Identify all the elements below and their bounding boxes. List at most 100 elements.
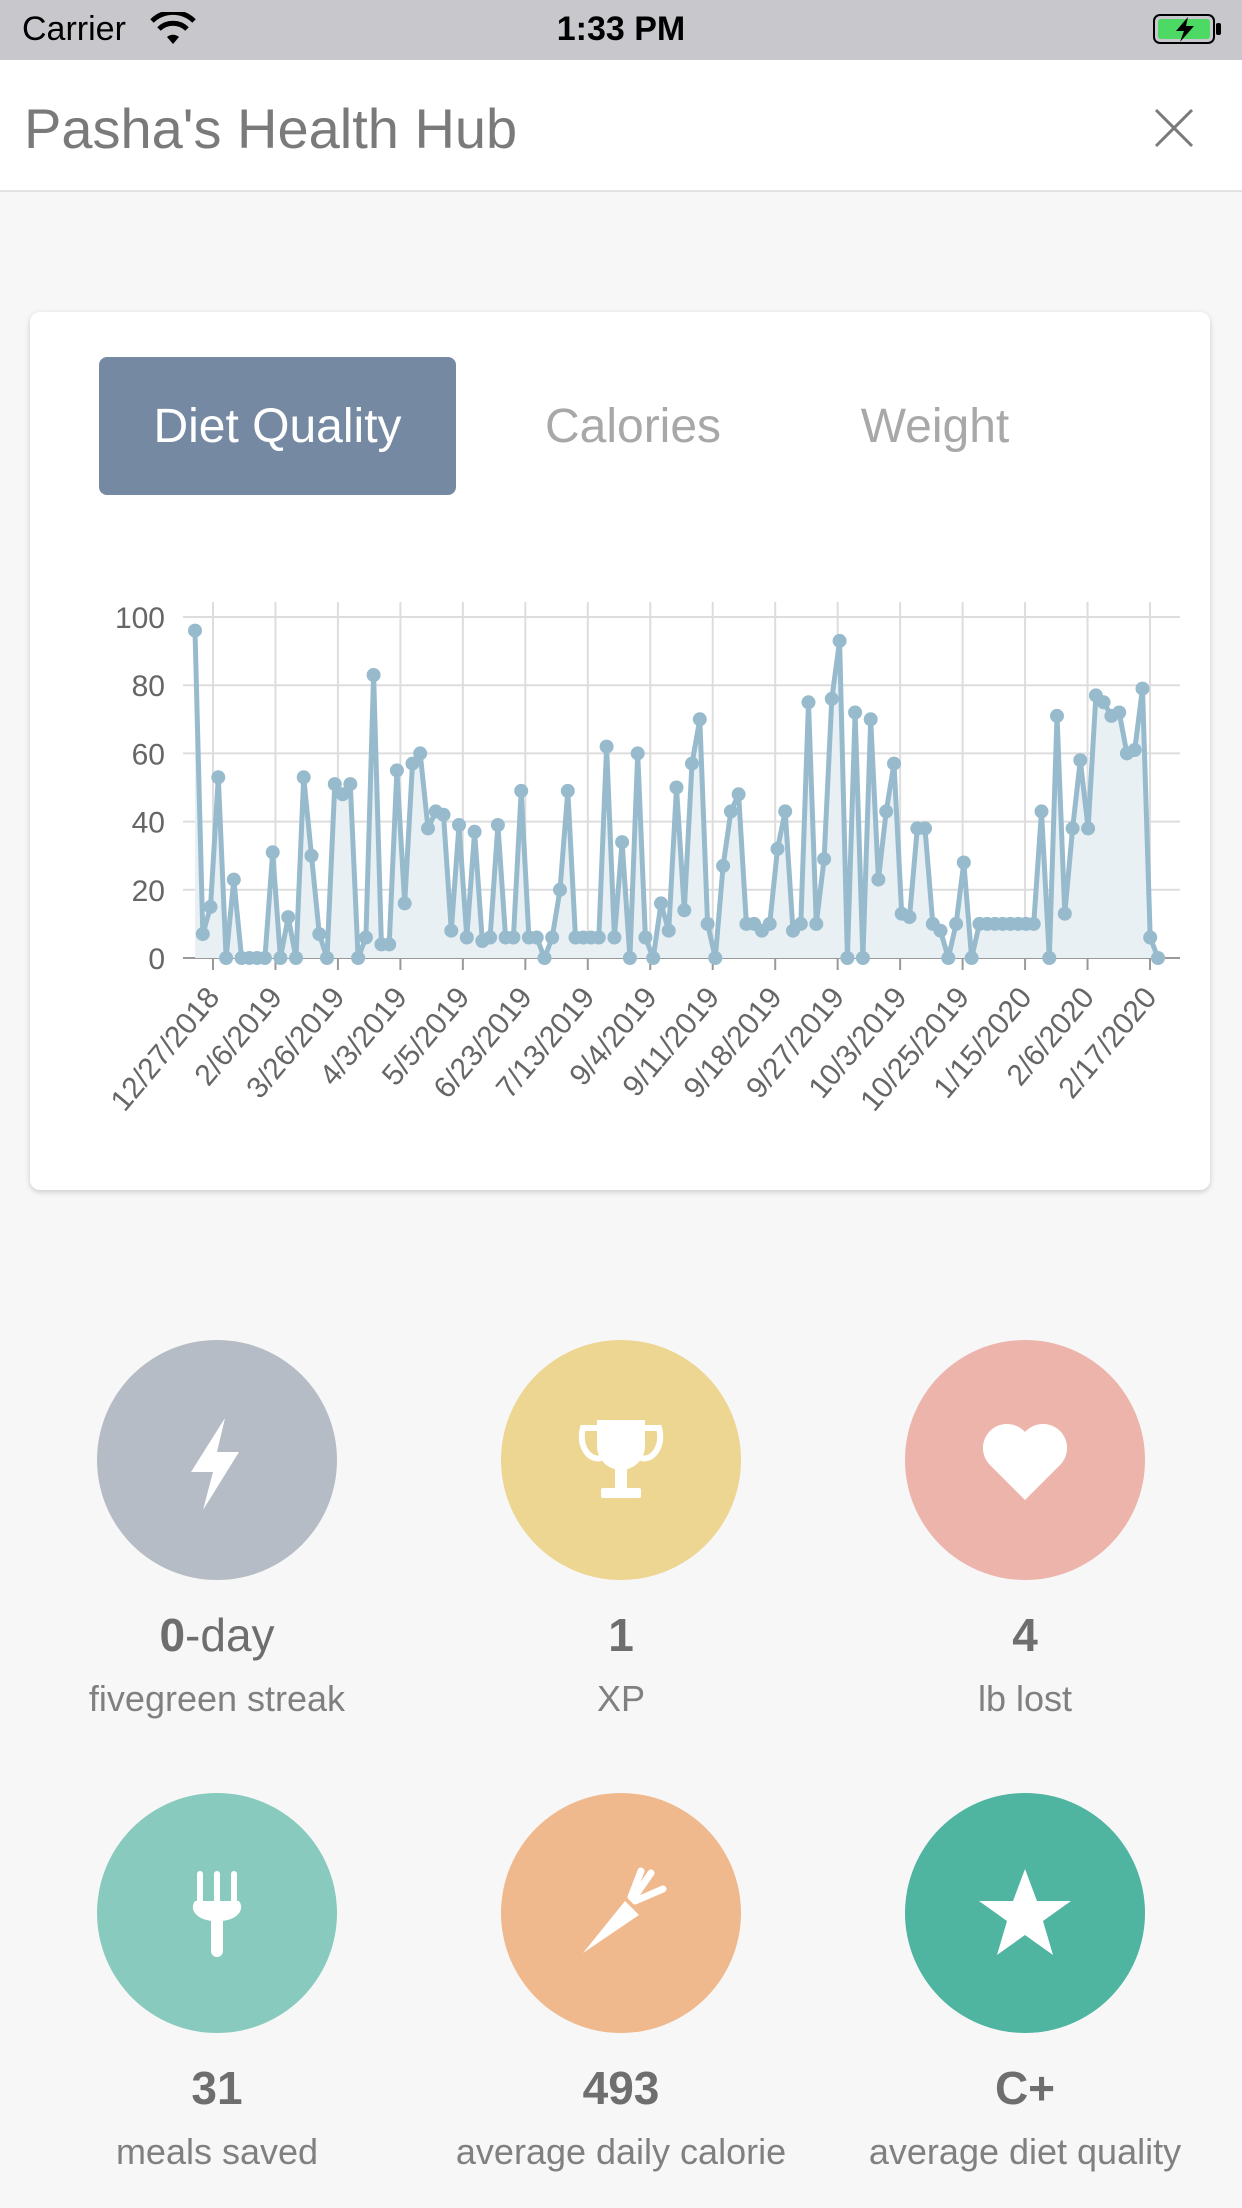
- stat-value-unit: -day: [185, 1609, 275, 1661]
- data-point: [956, 855, 971, 870]
- data-point: [195, 927, 210, 942]
- data-point: [840, 951, 855, 965]
- data-point: [770, 841, 785, 856]
- data-point: [685, 756, 699, 771]
- data-point: [397, 896, 412, 911]
- data-point: [692, 712, 707, 727]
- data-point: [444, 923, 459, 938]
- data-point: [1135, 681, 1150, 696]
- stat-value: 4: [825, 1608, 1225, 1664]
- data-point: [615, 835, 630, 850]
- data-point: [1050, 708, 1064, 723]
- y-tick-label: 40: [132, 807, 165, 840]
- data-point: [537, 951, 552, 965]
- data-point: [646, 951, 661, 965]
- data-point: [669, 780, 684, 795]
- data-point: [762, 916, 777, 931]
- tab-calories[interactable]: Calories: [544, 399, 722, 453]
- data-point: [1151, 951, 1165, 965]
- chart-card: Diet Quality Calories Weight 0 20 40 60 80 10…: [30, 312, 1210, 1190]
- status-bar: Carrier 1:33 PM: [0, 0, 1242, 60]
- stat-circle: [501, 1340, 741, 1580]
- stat-value-bold: 493: [582, 2062, 660, 2114]
- trophy-icon: [578, 1420, 664, 1498]
- stat-fivegreen-streak: 0-day fivegreen streak: [17, 1340, 417, 1720]
- stat-value: 31: [17, 2061, 417, 2117]
- stat-circle: [501, 1793, 741, 2033]
- data-point: [382, 937, 397, 952]
- data-point: [257, 951, 272, 965]
- stat-value-bold: 1: [608, 1609, 634, 1661]
- y-tick-label: 80: [132, 670, 165, 703]
- data-point: [467, 824, 482, 839]
- data-point: [219, 951, 234, 965]
- data-point: [793, 916, 808, 931]
- data-point: [716, 858, 731, 873]
- data-point: [281, 910, 296, 925]
- data-point: [599, 739, 614, 754]
- data-point: [1112, 705, 1127, 720]
- tab-weight[interactable]: Weight: [860, 399, 1010, 453]
- data-point: [514, 783, 529, 798]
- data-point: [273, 951, 288, 965]
- data-point: [1026, 916, 1041, 931]
- tab-diet-quality[interactable]: Diet Quality: [99, 357, 456, 495]
- data-point: [902, 910, 917, 925]
- data-point: [265, 845, 280, 860]
- data-point: [545, 930, 560, 945]
- data-point: [335, 787, 350, 802]
- data-point: [327, 777, 342, 792]
- data-point: [661, 923, 676, 938]
- stat-average-daily-calorie: 493 average daily calorie: [421, 1793, 821, 2173]
- stat-XP: 1 XP: [421, 1340, 821, 1720]
- data-point: [630, 746, 645, 761]
- data-point: [778, 804, 793, 819]
- stat-value: 493: [421, 2061, 821, 2117]
- data-point: [817, 852, 832, 867]
- data-point: [949, 916, 964, 931]
- data-point: [366, 668, 381, 682]
- data-point: [452, 818, 466, 832]
- data-point: [855, 951, 870, 965]
- data-point: [553, 882, 567, 897]
- stat-average-diet-quality: C+ average diet quality: [825, 1793, 1225, 2173]
- stat-value-bold: 4: [1012, 1609, 1038, 1661]
- data-point: [723, 804, 738, 819]
- lightning-icon: [191, 1418, 239, 1510]
- data-point: [654, 896, 668, 911]
- data-point: [304, 848, 319, 863]
- data-point: [1057, 906, 1072, 921]
- data-point: [1042, 951, 1057, 965]
- data-point: [296, 770, 311, 785]
- stat-circle: [905, 1793, 1145, 2033]
- data-point: [824, 691, 839, 706]
- y-tick-label: 60: [132, 738, 165, 771]
- data-point: [421, 821, 435, 836]
- y-tick-label: 20: [132, 875, 165, 908]
- stat-circle: [97, 1340, 337, 1580]
- data-point: [436, 807, 451, 822]
- stat-label: XP: [596, 1678, 646, 1719]
- stat-value: C+: [825, 2061, 1225, 2117]
- data-point: [506, 930, 521, 945]
- data-point: [708, 951, 723, 965]
- y-tick-label: 100: [115, 602, 165, 635]
- stat-meals-saved: 31 meals saved: [17, 1793, 417, 2173]
- data-point: [343, 777, 358, 792]
- data-point: [700, 916, 715, 931]
- data-point: [591, 930, 606, 945]
- close-button[interactable]: [1146, 100, 1202, 156]
- data-point: [638, 930, 653, 945]
- data-point: [879, 804, 894, 819]
- stat-value: 0-day: [17, 1608, 417, 1664]
- stat-value: 1: [421, 1608, 821, 1664]
- data-point: [358, 930, 373, 945]
- stat-circle: [97, 1793, 337, 2033]
- wifi-icon: [150, 9, 196, 51]
- data-point: [1096, 695, 1111, 710]
- data-point: [312, 927, 327, 942]
- heart-icon: [982, 1423, 1068, 1500]
- data-point: [389, 763, 404, 778]
- stat-circle: [905, 1340, 1145, 1580]
- data-point: [1081, 821, 1096, 836]
